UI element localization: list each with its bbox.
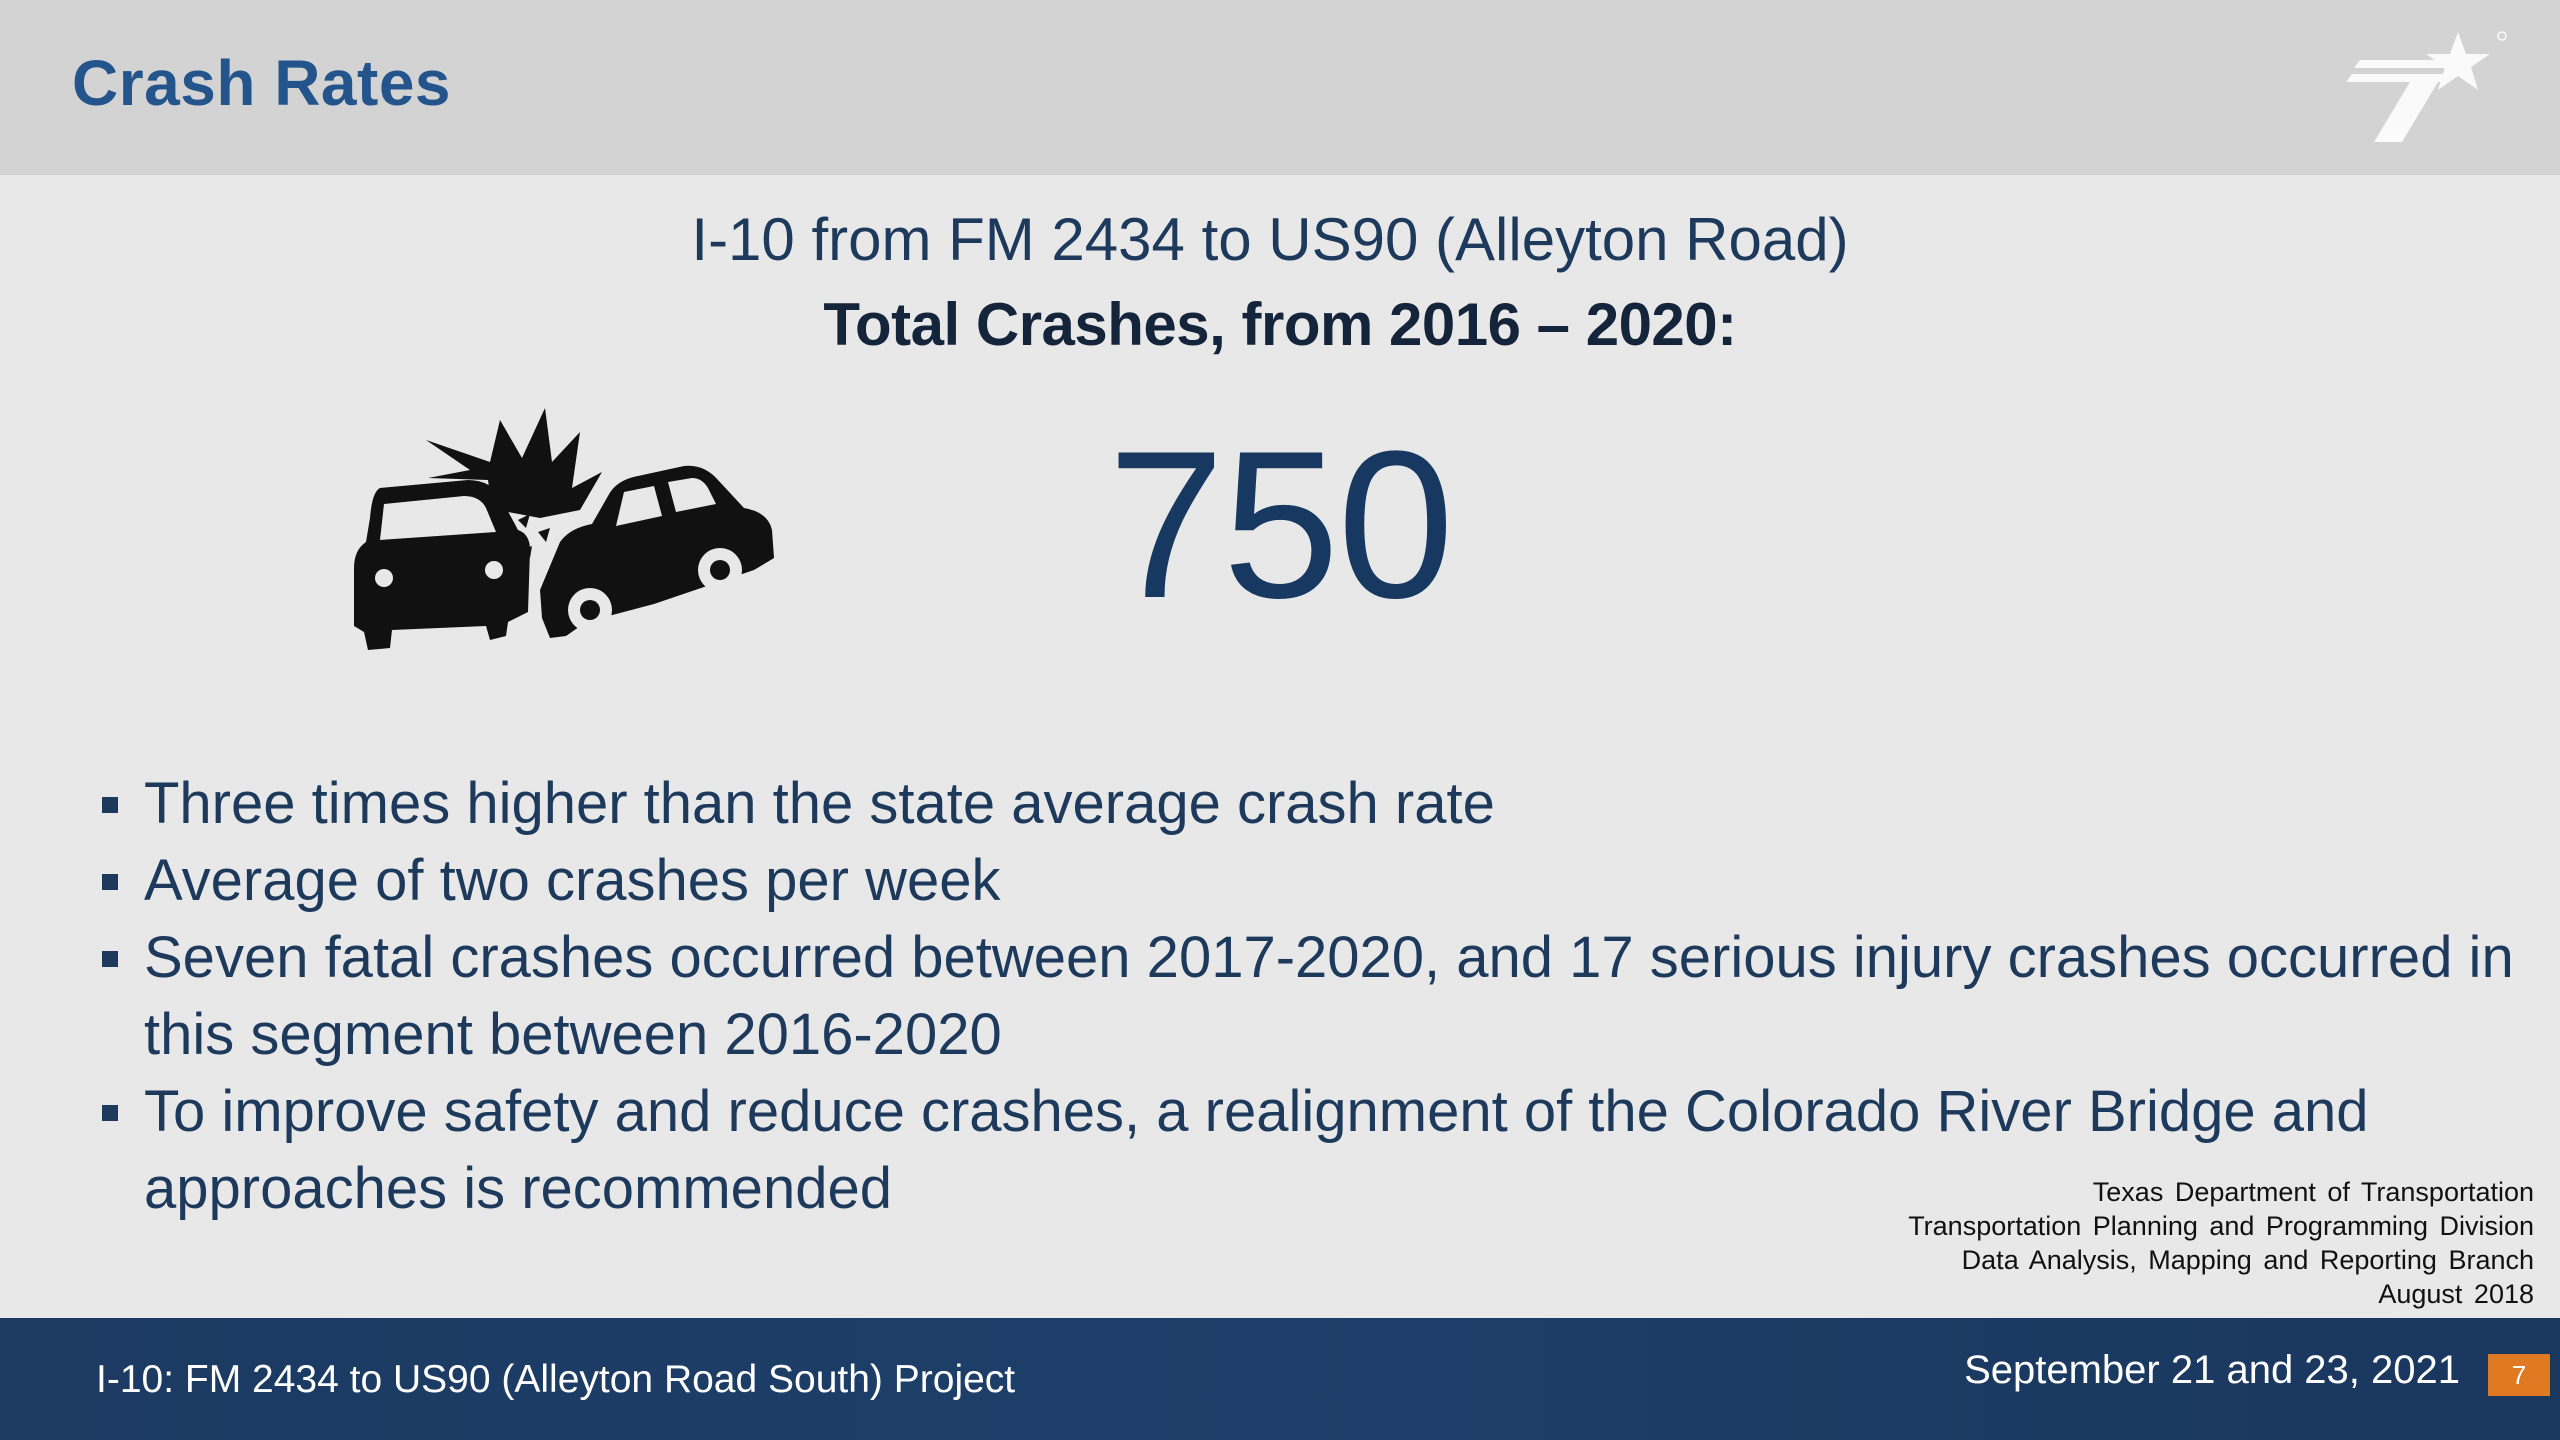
bullet-square-icon: [102, 1105, 118, 1121]
source-line: Transportation Planning and Programming …: [1908, 1211, 2534, 1241]
list-item: Seven fatal crashes occurred between 201…: [96, 919, 2516, 1073]
page-number-badge: 7: [2488, 1354, 2550, 1396]
txdot-star-logo-icon: [2346, 31, 2507, 142]
total-crashes-label: Total Crashes, from 2016 – 2020:: [823, 291, 1737, 358]
bullet-text: To improve safety and reduce crashes, a …: [144, 1079, 2369, 1221]
findings-list: Three times higher than the state averag…: [96, 765, 2516, 1227]
total-crashes-value: 750: [1107, 407, 1454, 642]
bullet-text: Average of two crashes per week: [144, 848, 1001, 913]
list-item: Average of two crashes per week: [96, 842, 2516, 919]
bullet-square-icon: [102, 874, 118, 890]
footer-project-name: I-10: FM 2434 to US90 (Alleyton Road Sou…: [96, 1358, 1016, 1401]
slide-title: Crash Rates: [72, 47, 451, 119]
car-crash-icon: [354, 408, 774, 650]
source-line: Texas Department of Transportation: [2092, 1177, 2534, 1207]
footer-date: September 21 and 23, 2021: [1964, 1348, 2460, 1392]
bullet-text: Seven fatal crashes occurred between 201…: [144, 925, 2514, 1067]
data-source-note: Texas Department of Transportation Trans…: [1908, 1175, 2534, 1311]
footer-bar: [0, 1318, 2560, 1440]
source-line: Data Analysis, Mapping and Reporting Bra…: [1961, 1245, 2534, 1275]
bullet-text: Three times higher than the state averag…: [144, 771, 1495, 836]
source-line: August 2018: [2378, 1279, 2534, 1309]
bullet-square-icon: [102, 797, 118, 813]
bullet-square-icon: [102, 951, 118, 967]
list-item: To improve safety and reduce crashes, a …: [96, 1073, 2516, 1227]
list-item: Three times higher than the state averag…: [96, 765, 2516, 842]
header-bar: Crash Rates: [0, 0, 2560, 175]
segment-subtitle: I-10 from FM 2434 to US90 (Alleyton Road…: [691, 206, 1849, 273]
